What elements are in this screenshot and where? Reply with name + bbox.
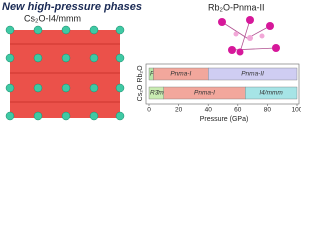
x-tick-label: 80: [264, 107, 272, 114]
molecule-illustration: [218, 16, 280, 56]
crystal-illustration: [5, 25, 125, 121]
phase-label: R3̄m: [150, 90, 164, 97]
right-label: Rb₂O-Pnma-II: [208, 2, 265, 12]
phase-label: Pnma-II: [241, 71, 264, 78]
x-axis-title: Pressure (GPa): [200, 116, 249, 123]
phase-label: I4/mmm: [259, 90, 283, 97]
row-label: Rb₂O: [137, 65, 144, 83]
plot-frame: [145, 63, 300, 105]
phase-label: Pnma-I: [194, 90, 215, 97]
x-tick-label: 0: [147, 107, 151, 114]
phase-label: Pnma-I: [170, 71, 191, 78]
x-tick-label: 100: [292, 107, 301, 114]
phase-segment: [207, 67, 298, 81]
x-tick-label: 20: [175, 107, 183, 114]
left-label: Cs₂O-I4/mmm: [24, 13, 81, 23]
x-tick-label: 40: [205, 107, 213, 114]
phase-segment: [244, 86, 298, 100]
row-label: Cs₂O: [137, 84, 144, 101]
graphical-abstract: New high-pressure phases Cs₂O-I4/mmm Rb₂…: [2, 1, 301, 123]
title: New high-pressure phases: [2, 1, 142, 13]
x-tick-label: 60: [234, 107, 242, 114]
